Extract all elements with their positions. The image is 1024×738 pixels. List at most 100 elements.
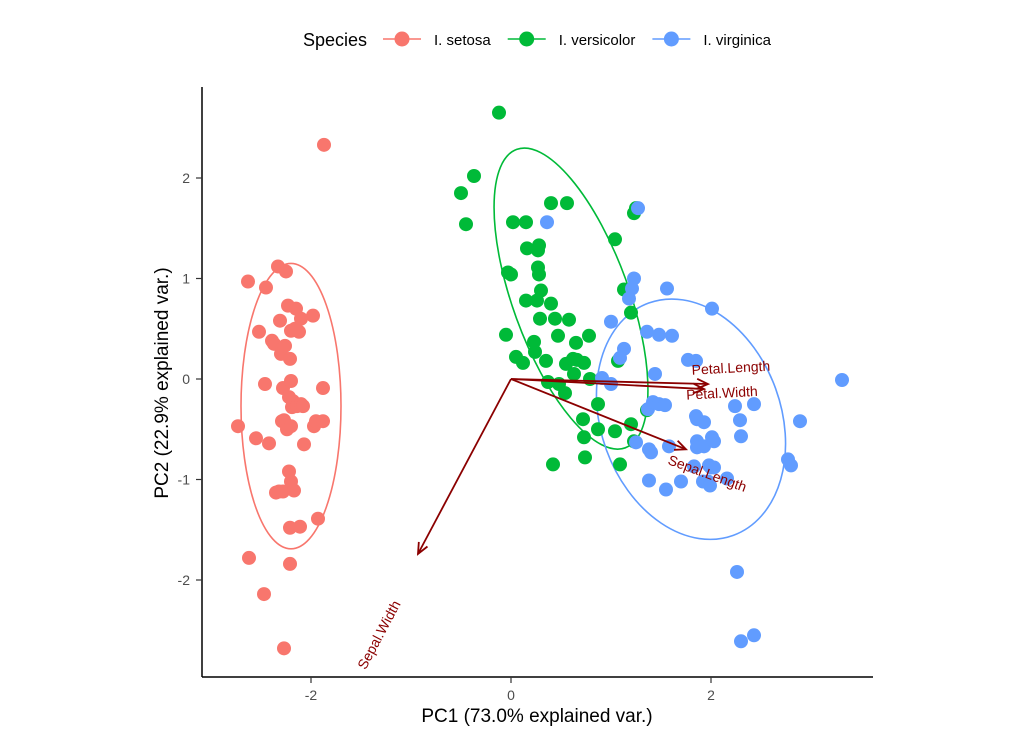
series-i-versicolor	[454, 105, 654, 472]
data-point	[273, 313, 287, 328]
data-point	[284, 419, 298, 434]
data-point	[577, 430, 591, 445]
ellipse-i-virginica	[595, 298, 787, 541]
data-point	[317, 137, 331, 152]
data-point	[548, 311, 562, 326]
data-point	[662, 439, 676, 454]
data-point	[259, 280, 273, 295]
data-point	[624, 305, 638, 320]
data-point	[544, 296, 558, 311]
data-point	[279, 264, 293, 279]
data-point	[492, 105, 506, 120]
data-point	[705, 301, 719, 316]
data-point	[734, 634, 748, 649]
data-point	[608, 424, 622, 439]
data-point	[733, 413, 747, 428]
data-point	[567, 366, 581, 381]
data-point	[562, 312, 576, 327]
data-point	[784, 458, 798, 473]
data-point	[532, 267, 546, 282]
arrow-head	[673, 440, 689, 451]
data-point	[467, 168, 481, 183]
data-point	[658, 398, 672, 413]
data-point	[540, 215, 554, 230]
data-point	[459, 217, 473, 232]
data-point	[652, 327, 666, 342]
data-point	[622, 291, 636, 306]
data-point	[242, 550, 256, 565]
arrow-shaft	[510, 378, 687, 451]
arrow-shaft	[510, 378, 705, 390]
arrow-head	[692, 382, 707, 395]
data-point	[674, 474, 688, 489]
data-point	[284, 374, 298, 389]
data-point	[728, 399, 742, 414]
data-point	[697, 415, 711, 430]
data-point	[276, 484, 290, 499]
x-tick-label: 2	[707, 687, 715, 703]
data-point	[608, 232, 622, 247]
data-point	[311, 511, 325, 526]
data-point	[258, 377, 272, 392]
arrow-shaft	[417, 378, 512, 555]
data-point	[569, 335, 583, 350]
loading-arrow-sepal-width	[416, 378, 512, 556]
data-point	[532, 238, 546, 253]
data-point	[262, 436, 276, 451]
legend-key-dot	[663, 31, 679, 47]
plot-area: Petal.LengthPetal.WidthSepal.LengthSepal…	[231, 105, 849, 672]
data-point	[703, 478, 717, 493]
legend-label: I. setosa	[434, 32, 491, 49]
data-point	[316, 414, 330, 429]
data-point	[297, 437, 311, 452]
data-point	[504, 267, 518, 282]
data-point	[747, 397, 761, 412]
series-i-virginica	[540, 201, 849, 649]
data-point	[560, 196, 574, 211]
data-point	[644, 445, 658, 460]
data-point	[591, 422, 605, 437]
data-point	[278, 338, 292, 353]
data-point	[582, 328, 596, 343]
data-point	[730, 564, 744, 579]
data-point	[533, 311, 547, 326]
data-point	[277, 641, 291, 656]
legend-item-i-setosa: I. setosa	[383, 31, 491, 49]
data-point	[519, 293, 533, 308]
data-point	[296, 399, 310, 414]
legend-title: Species	[303, 30, 367, 50]
data-point	[252, 324, 266, 339]
x-tick-label: -2	[305, 687, 318, 703]
data-point	[306, 308, 320, 323]
data-point	[707, 434, 721, 449]
ellipse-i-versicolor	[493, 147, 649, 450]
data-point	[539, 353, 553, 368]
data-point	[316, 381, 330, 396]
data-point	[665, 328, 679, 343]
y-tick-label: 1	[182, 271, 190, 287]
legend-label: I. virginica	[703, 32, 771, 49]
data-point	[577, 355, 591, 370]
data-point	[267, 336, 281, 351]
data-point	[707, 460, 721, 475]
data-point	[231, 419, 245, 434]
data-point	[519, 215, 533, 230]
data-point	[591, 397, 605, 412]
data-point	[642, 473, 656, 488]
x-axis-label: PC1 (73.0% explained var.)	[421, 706, 652, 727]
data-point	[689, 353, 703, 368]
data-point	[835, 373, 849, 388]
loading-arrow-petal-width	[510, 378, 707, 395]
legend-item-i-versicolor: I. versicolor	[507, 31, 635, 49]
arrow-label-petal-width: Petal.Width	[686, 383, 758, 403]
data-point	[747, 628, 761, 643]
data-point	[541, 375, 555, 390]
data-point	[516, 355, 530, 370]
y-tick-label: -1	[178, 472, 191, 488]
legend-item-i-virginica: I. virginica	[652, 31, 772, 49]
ellipse-i-setosa	[240, 262, 342, 550]
data-point	[287, 483, 301, 498]
legend-key-dot	[394, 31, 410, 47]
data-point	[292, 324, 306, 339]
series-i-setosa	[231, 137, 331, 656]
